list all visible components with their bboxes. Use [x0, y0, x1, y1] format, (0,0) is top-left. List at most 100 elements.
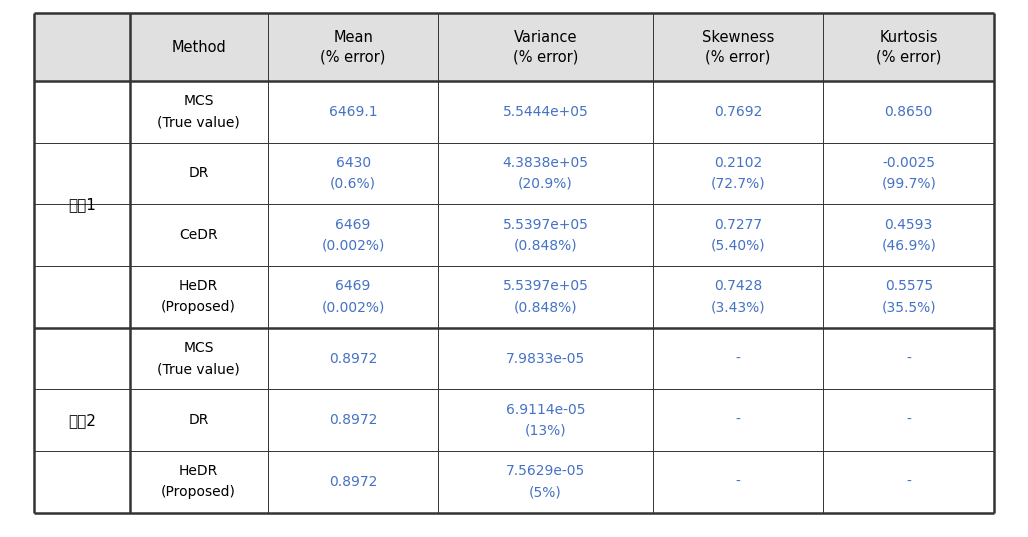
Text: -: - [907, 352, 911, 366]
Text: Mean
(% error): Mean (% error) [321, 30, 386, 64]
Text: -: - [907, 475, 911, 489]
Text: 0.4593: 0.4593 [884, 217, 932, 231]
Bar [130, 451, 267, 513]
Bar [653, 451, 823, 513]
Bar [823, 142, 994, 204]
Bar [823, 266, 994, 328]
Text: -: - [736, 352, 740, 366]
Bar [34, 13, 130, 81]
Text: 5.5444e+05: 5.5444e+05 [503, 105, 588, 119]
Bar [653, 13, 823, 81]
Text: 0.8972: 0.8972 [329, 352, 377, 366]
Text: 6469: 6469 [335, 217, 371, 231]
Text: 5.5397e+05: 5.5397e+05 [503, 279, 588, 293]
Bar [267, 389, 438, 451]
Bar [438, 13, 653, 81]
Text: 0.8972: 0.8972 [329, 413, 377, 427]
Bar [438, 451, 653, 513]
Text: (True value): (True value) [157, 362, 240, 376]
Text: (0.848%): (0.848%) [514, 238, 578, 252]
Text: Method: Method [172, 40, 226, 55]
Text: (99.7%): (99.7%) [881, 177, 937, 191]
Text: 7.5629e-05: 7.5629e-05 [506, 465, 585, 478]
Text: 0.8972: 0.8972 [329, 475, 377, 489]
Bar [130, 389, 267, 451]
Bar [267, 142, 438, 204]
Bar [438, 81, 653, 142]
Bar [438, 389, 653, 451]
Bar [34, 328, 130, 513]
Text: 6430: 6430 [335, 156, 371, 170]
Bar [34, 81, 130, 328]
Text: (5%): (5%) [529, 485, 562, 499]
Text: (72.7%): (72.7%) [710, 177, 765, 191]
Bar [653, 204, 823, 266]
Text: 5.5397e+05: 5.5397e+05 [503, 217, 588, 231]
Text: -0.0025: -0.0025 [882, 156, 935, 170]
Bar [438, 142, 653, 204]
Text: Kurtosis
(% error): Kurtosis (% error) [876, 30, 942, 64]
Text: (Proposed): (Proposed) [161, 300, 236, 314]
Text: (0.6%): (0.6%) [330, 177, 376, 191]
Bar [267, 204, 438, 266]
Bar [130, 81, 267, 142]
Bar [267, 266, 438, 328]
Bar [438, 328, 653, 389]
Bar [438, 204, 653, 266]
Text: -: - [907, 413, 911, 427]
Text: DR: DR [188, 413, 209, 427]
Bar [653, 328, 823, 389]
Bar [653, 142, 823, 204]
Bar [823, 451, 994, 513]
Text: -: - [736, 475, 740, 489]
Text: 0.2102: 0.2102 [713, 156, 762, 170]
Bar [823, 389, 994, 451]
Bar [823, 13, 994, 81]
Text: (0.002%): (0.002%) [322, 300, 384, 314]
Text: HeDR: HeDR [179, 465, 218, 478]
Bar [267, 328, 438, 389]
Bar [823, 328, 994, 389]
Text: (46.9%): (46.9%) [881, 238, 937, 252]
Text: 6469.1: 6469.1 [329, 105, 377, 119]
Bar [653, 389, 823, 451]
Text: (13%): (13%) [524, 424, 566, 438]
Text: (0.002%): (0.002%) [322, 238, 384, 252]
Text: 0.8650: 0.8650 [884, 105, 932, 119]
Text: 6.9114e-05: 6.9114e-05 [506, 403, 585, 417]
Text: Skewness
(% error): Skewness (% error) [702, 30, 774, 64]
Text: 실욙2: 실욙2 [68, 413, 96, 428]
Text: 실욙1: 실욙1 [68, 197, 96, 212]
Bar [130, 266, 267, 328]
Bar [653, 266, 823, 328]
Text: 7.9833e-05: 7.9833e-05 [506, 352, 585, 366]
Bar [653, 81, 823, 142]
Bar [438, 266, 653, 328]
Bar [130, 142, 267, 204]
Text: DR: DR [188, 166, 209, 180]
Text: (3.43%): (3.43%) [710, 300, 765, 314]
Text: Variance
(% error): Variance (% error) [513, 30, 578, 64]
Text: CeDR: CeDR [179, 228, 218, 242]
Text: MCS: MCS [183, 94, 214, 108]
Text: -: - [736, 413, 740, 427]
Text: 0.7277: 0.7277 [713, 217, 762, 231]
Bar [267, 81, 438, 142]
Text: (20.9%): (20.9%) [518, 177, 573, 191]
Text: 6469: 6469 [335, 279, 371, 293]
Bar [130, 13, 267, 81]
Bar [823, 81, 994, 142]
Text: 4.3838e+05: 4.3838e+05 [503, 156, 589, 170]
Text: (Proposed): (Proposed) [161, 485, 236, 499]
Bar [130, 328, 267, 389]
Bar [267, 13, 438, 81]
Text: 0.7428: 0.7428 [713, 279, 762, 293]
Bar [823, 204, 994, 266]
Text: MCS: MCS [183, 341, 214, 355]
Text: HeDR: HeDR [179, 279, 218, 293]
Text: (0.848%): (0.848%) [514, 300, 578, 314]
Text: (35.5%): (35.5%) [881, 300, 937, 314]
Text: (True value): (True value) [157, 115, 240, 129]
Text: (5.40%): (5.40%) [710, 238, 765, 252]
Text: 0.5575: 0.5575 [885, 279, 932, 293]
